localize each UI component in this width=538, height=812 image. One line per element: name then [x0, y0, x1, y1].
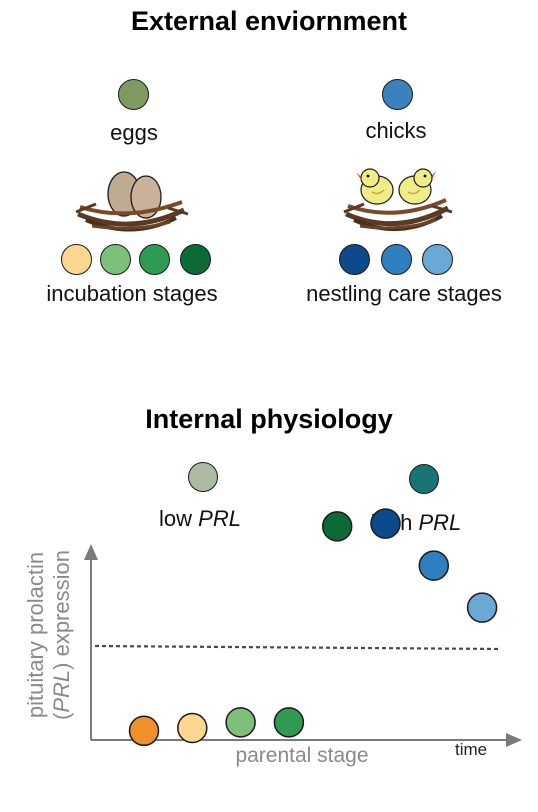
chart-point-stage-2	[177, 712, 208, 744]
y-axis-label-line2: (PRL) expression	[49, 465, 75, 805]
low-prl-label: low PRL	[130, 506, 270, 532]
chart-point-stage-7	[418, 550, 450, 581]
nestling-stage-dot-1	[339, 244, 370, 275]
threshold-dashed-line	[94, 644, 501, 651]
chart-point-stage-5	[321, 511, 353, 542]
eggs-label: eggs	[110, 120, 158, 145]
x-axis-arrowhead	[506, 733, 522, 747]
x-axis-time-label: time	[455, 740, 488, 759]
internal-title: Internal physiology	[145, 404, 393, 434]
y-axis-label-rest: ) expression	[49, 550, 74, 670]
high-prl-dot	[409, 464, 439, 494]
low-prl-prefix: low	[159, 506, 199, 531]
nestling-stage-dot-2	[381, 244, 412, 275]
incubation-stage-dot-3	[139, 244, 170, 275]
low-prl-gene: PRL	[198, 506, 241, 531]
incubation-stage-dot-4	[180, 244, 211, 275]
eggs-color-dot	[118, 79, 149, 110]
nestling-stage-dot-3	[422, 244, 453, 275]
incubation-stage-dot-2	[100, 244, 131, 275]
nestling-label: nestling care stages	[306, 281, 502, 306]
chart-point-stage-8	[466, 592, 498, 623]
incubation-label: incubation stages	[46, 281, 218, 306]
low-prl-dot	[188, 462, 218, 492]
y-axis-label-open: (	[49, 712, 74, 720]
chicks-color-dot	[382, 79, 413, 110]
chart-point-stage-3	[225, 707, 256, 738]
y-axis-label-gene: PRL	[49, 669, 74, 713]
chicks-label: chicks	[365, 118, 427, 143]
y-axis-arrowhead	[84, 544, 98, 560]
y-axis-label-line1: pituitary prolactin	[23, 551, 48, 719]
external-title: External enviornment	[130, 6, 408, 36]
incubation-stage-dot-1	[61, 244, 92, 275]
x-axis-label: parental stage	[235, 744, 369, 767]
chart-point-stage-1	[128, 715, 160, 747]
chart-point-stage-4	[273, 707, 305, 738]
chart-point-stage-6	[370, 508, 401, 539]
high-prl-gene: PRL	[418, 510, 462, 535]
